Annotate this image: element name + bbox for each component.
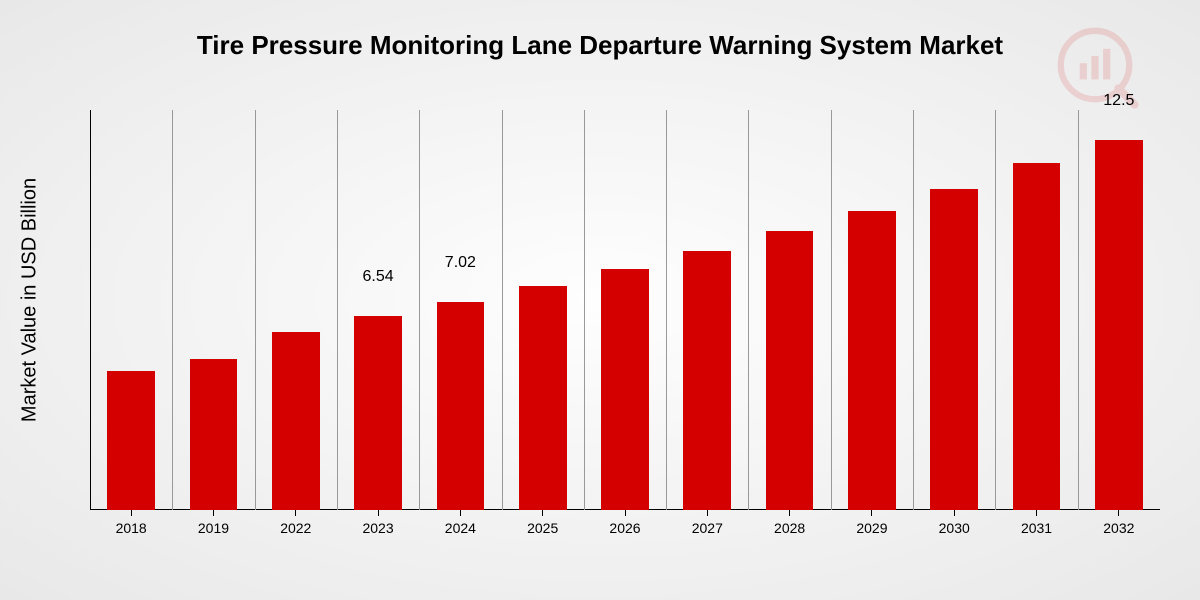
bar (190, 359, 238, 510)
bar (683, 251, 731, 510)
x-tick (542, 510, 543, 516)
grid-line (831, 110, 832, 510)
grid-line (255, 110, 256, 510)
grid-line (1078, 110, 1079, 510)
x-tick (460, 510, 461, 516)
x-tick (295, 510, 296, 516)
x-tick-label: 2028 (774, 520, 805, 536)
x-tick (871, 510, 872, 516)
bar (519, 286, 567, 510)
bar (601, 269, 649, 510)
plot-region: 2018201920226.5420237.022024202520262027… (90, 110, 1160, 510)
bar (1013, 163, 1061, 510)
x-tick-label: 2019 (198, 520, 229, 536)
x-tick-label: 2026 (609, 520, 640, 536)
x-tick (131, 510, 132, 516)
x-tick-label: 2022 (280, 520, 311, 536)
x-tick (707, 510, 708, 516)
bar (848, 211, 896, 510)
x-tick (1118, 510, 1119, 516)
x-tick-label: 2030 (939, 520, 970, 536)
x-tick (954, 510, 955, 516)
x-tick-label: 2024 (445, 520, 476, 536)
x-tick-label: 2031 (1021, 520, 1052, 536)
grid-line (419, 110, 420, 510)
x-tick (378, 510, 379, 516)
bar (354, 316, 402, 510)
bar-value-label: 12.5 (1103, 92, 1134, 116)
chart-title: Tire Pressure Monitoring Lane Departure … (0, 30, 1200, 61)
x-tick (625, 510, 626, 516)
grid-line (748, 110, 749, 510)
chart-plot-area: 2018 2019 2022 6.54 2023 7.02 2024 2025 2026 2027… (90, 110, 1160, 540)
grid-line (584, 110, 585, 510)
bar (272, 332, 320, 510)
grid-line (172, 110, 173, 510)
x-tick-label: 2029 (856, 520, 887, 536)
bar-value-label: 6.54 (362, 268, 393, 292)
x-tick (213, 510, 214, 516)
bar (107, 371, 155, 510)
x-tick-label: 2025 (527, 520, 558, 536)
grid-line (337, 110, 338, 510)
grid-line (913, 110, 914, 510)
grid-line (666, 110, 667, 510)
bar (437, 302, 485, 510)
bar (1095, 140, 1143, 510)
x-tick-label: 2023 (362, 520, 393, 536)
bar (930, 189, 978, 510)
bar (766, 231, 814, 510)
bar-value-label: 7.02 (445, 254, 476, 278)
grid-line (502, 110, 503, 510)
x-tick-label: 2027 (692, 520, 723, 536)
x-tick-label: 2018 (116, 520, 147, 536)
x-tick (789, 510, 790, 516)
x-tick-label: 2032 (1103, 520, 1134, 536)
y-axis (90, 110, 91, 510)
grid-line (995, 110, 996, 510)
y-axis-label: Market Value in USD Billion (19, 178, 42, 422)
x-tick (1036, 510, 1037, 516)
